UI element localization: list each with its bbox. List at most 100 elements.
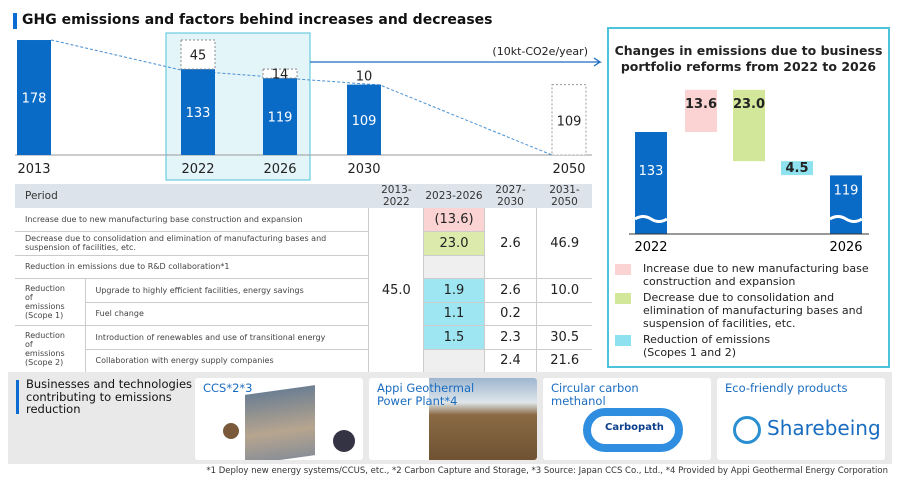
cell: 0.2 [483,302,537,326]
row-label: Fuel change [85,302,369,326]
card-eco-products[interactable]: Eco-friendly products Sharebeing [717,378,885,460]
bar-2050 [551,84,587,156]
emissions-bar-chart: (10kt-CO2e/year) 178 2013 133 2022 45 119 2026 1… [15,32,603,181]
row-group: Reduction of emissions (Scope 2) [15,325,86,373]
bar-label: 119 [268,111,293,126]
th: 2027-2030 [484,184,537,208]
year-label: 2030 [347,162,380,177]
axis-break-icon [829,215,863,223]
bar-label: 109 [352,114,377,129]
th: 2023-2026 [423,184,485,208]
cell [423,255,485,279]
row-label: Upgrade to highly efficient facilities, … [85,278,369,303]
legend-increase: Increase due to new manufacturing base c… [615,262,873,288]
legend-text: Increase due to new manufacturing base c… [643,262,869,288]
globe-icon [733,416,761,444]
year-label: 2022 [634,240,667,255]
footnote: *1 Deploy new energy systems/CCUS, etc.,… [206,466,888,476]
cell: 30.5 [536,325,592,350]
reduction-label: 45 [190,49,207,64]
year-label: 2050 [552,162,585,177]
bar-2013 [17,40,51,155]
bar-2030 [347,84,381,155]
rock-sample-image [223,423,239,439]
row-label: Reduction in emissions due to R&D collab… [15,255,369,279]
page-title: GHG emissions and factors behind increas… [22,12,493,28]
step-label: 13.6 [685,97,717,112]
cell: 1.9 [423,278,485,303]
cycle-diagram [583,408,683,452]
card-geothermal[interactable]: Appi Geothermal Power Plant*4 [369,378,537,460]
bar-label: 109 [557,115,582,130]
bar-label: 119 [834,183,859,198]
step-reduction [781,161,813,176]
cell: 23.0 [423,231,485,256]
legend-swatch [615,293,631,304]
cell: 2.6 [483,278,537,303]
cell: 45.0 [368,208,424,373]
cell: 46.9 [536,208,592,279]
title-accent [13,13,17,29]
geothermal-photo [429,378,537,460]
row-label: Collaboration with energy supply compani… [85,349,369,373]
reduction-label: 10 [356,70,373,85]
cell [423,349,485,373]
pipe-detail-image [333,430,355,452]
step-label: 23.0 [733,97,765,112]
legend-reduction: Reduction of emissions (Scopes 1 and 2) [615,333,793,359]
bar-label: 133 [639,164,664,179]
waterfall-chart: 133 13.6 23.0 4.5 119 2022 2026 [629,89,869,255]
legend-swatch [615,335,631,346]
row-group: Reduction of emissions (Scope 1) [15,278,86,326]
year-label: 2013 [17,162,50,177]
cell: 1.5 [423,325,485,350]
reduction-label: 14 [272,68,289,83]
factors-table: Period 2013-2022 2023-2026 2027-2030 2031-20… [15,184,592,373]
reduction-box-2026 [262,68,298,79]
cell: 1.1 [423,302,485,326]
cell: (13.6) [423,208,485,232]
row-label: Decrease due to consolidation and elimin… [15,231,369,256]
axis-break-icon [634,215,668,223]
th-period: Period [15,184,369,208]
legend-decrease: Decrease due to consolidation and elimin… [615,291,873,330]
carbopath-logo: Carbopath [605,422,664,433]
bar-label: 133 [186,106,211,121]
card-methanol[interactable]: Circular carbon methanol Carbopath [543,378,711,460]
step-increase [685,89,717,132]
bar-2022 [181,69,215,155]
th: 2013-2022 [368,184,424,208]
year-label: 2026 [829,240,862,255]
year-label: 2022 [181,162,214,177]
legend-text: Decrease due to consolidation and elimin… [643,291,863,330]
cell: 2.3 [483,325,537,350]
sharebeing-logo: Sharebeing [767,416,881,440]
reduction-box-2022 [180,39,216,70]
unit-label: (10kt-CO2e/year) [492,45,588,58]
card-title: Appi Geothermal Power Plant*4 [377,381,475,408]
panel-title: Changes in emissions due to business por… [614,43,883,74]
ccs-diagram-image [245,385,315,460]
legend-text: Reduction of emissions (Scopes 1 and 2) [643,333,771,359]
bar-2026 [830,175,862,234]
card-ccs[interactable]: CCS*2*3 [195,378,363,460]
card-title: CCS*2*3 [203,381,253,395]
cell: 2.6 [483,208,537,279]
section-accent [16,380,19,414]
section-heading: Businesses and technologies contributing… [26,377,193,416]
cell: 2.4 [483,349,537,373]
step-decrease [733,89,765,162]
legend-swatch [615,264,631,275]
row-label: Introduction of renewables and use of tr… [85,325,369,350]
bar-2026 [263,78,297,155]
technologies-section: Businesses and technologies contributing… [8,372,892,464]
cell: 10.0 [536,278,592,303]
step-label: 4.5 [785,161,808,176]
th: 2031-2050 [536,184,592,208]
card-title: Circular carbon methanol [551,381,639,408]
arrow-to-panel [310,57,603,67]
cell [536,302,592,326]
portfolio-reform-panel: Changes in emissions due to business por… [607,27,890,368]
row-label: Increase due to new manufacturing base c… [15,208,369,232]
bar-label: 178 [22,92,47,107]
